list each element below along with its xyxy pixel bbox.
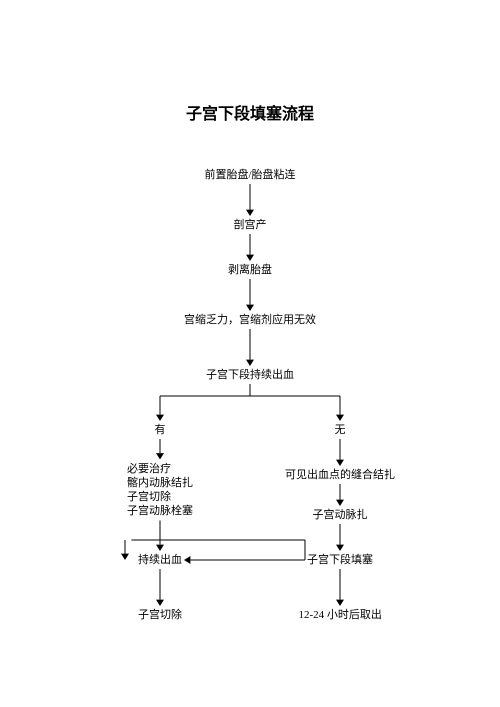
flow-node-n10: 子宫动脉扎 — [313, 508, 368, 522]
flow-node-n8: 必要治疗 髂内动脉结扎 子宫切除 子宫动脉栓塞 — [127, 462, 193, 519]
flow-node-n14: 12-24 小时后取出 — [299, 608, 382, 622]
flow-node-n2: 剖宫产 — [234, 218, 267, 232]
flow-node-n13: 子宫切除 — [138, 608, 182, 622]
flow-node-n11: 子宫下段填塞 — [307, 553, 373, 567]
flow-node-n12: 持续出血 — [138, 553, 182, 567]
flow-node-n5: 子宫下段持续出血 — [206, 368, 294, 382]
flow-node-n7: 无 — [335, 423, 346, 437]
flow-node-n3: 剥离胎盘 — [228, 263, 272, 277]
flow-node-n6: 有 — [155, 423, 166, 437]
flow-node-n4: 宫缩乏力，宫缩剂应用无效 — [184, 313, 316, 327]
flowchart-canvas — [0, 0, 500, 707]
flow-node-n9: 可见出血点的缝合结扎 — [285, 468, 395, 482]
flow-node-n1: 前置胎盘/胎盘粘连 — [205, 168, 296, 182]
